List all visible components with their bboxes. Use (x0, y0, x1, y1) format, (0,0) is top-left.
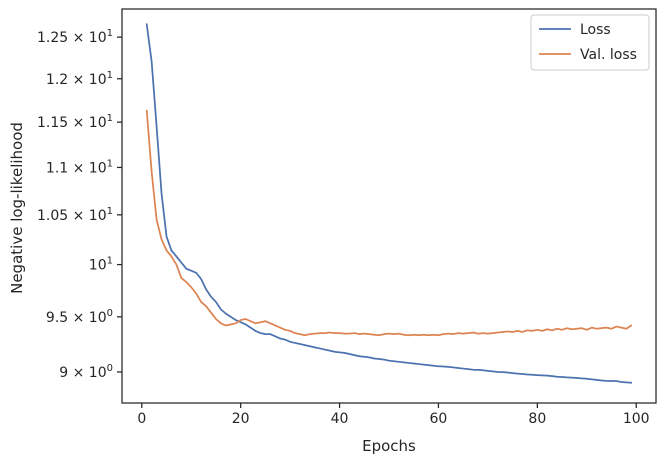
y-tick-label: 9.5 × 100 (46, 308, 113, 326)
y-axis-label: Negative log-likelihood (8, 122, 26, 294)
x-tick-label: 20 (232, 411, 250, 427)
y-tick-label: 1.25 × 101 (37, 28, 113, 46)
series-line-0 (145, 23, 633, 384)
series-lines (145, 23, 633, 384)
y-tick-label: 1.05 × 101 (37, 206, 113, 224)
x-tick-label: 80 (528, 411, 546, 427)
x-tick-label: 100 (623, 411, 650, 427)
legend: Loss Val. loss (530, 14, 650, 71)
y-tick-label: 1.2 × 101 (46, 70, 113, 88)
y-tick-label: 1.15 × 101 (37, 113, 113, 131)
x-axis: 0 20 40 60 80 100 (137, 403, 650, 427)
y-axis: 1.25 × 101 1.2 × 101 1.15 × 101 1.1 × 101 1.… (37, 28, 122, 381)
y-tick-label: 9 × 100 (59, 363, 113, 381)
y-tick-label: 101 (89, 256, 113, 274)
series-line-1 (145, 109, 633, 337)
x-tick-label: 40 (331, 411, 349, 427)
y-tick-label: 1.1 × 101 (46, 158, 113, 176)
x-axis-label: Epochs (362, 437, 416, 455)
legend-label-val-loss: Val. loss (580, 47, 637, 63)
x-tick-label: 60 (430, 411, 448, 427)
legend-label-loss: Loss (580, 22, 611, 38)
plot-frame (121, 8, 657, 404)
x-tick-label: 0 (137, 411, 146, 427)
